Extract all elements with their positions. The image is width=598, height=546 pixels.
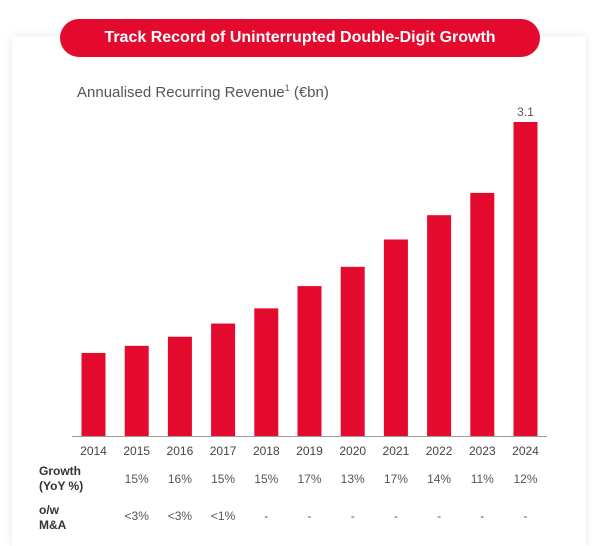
- mna-row-label-line-1: o/w: [39, 503, 59, 517]
- growth-row-label: Growth (YoY %): [39, 464, 83, 494]
- bar-2024: [513, 122, 538, 436]
- growth-value-2019: 17%: [297, 472, 321, 486]
- growth-value-2020: 13%: [341, 472, 365, 486]
- mna-value-2023: -: [480, 509, 484, 523]
- footnote-marker: 1: [284, 83, 290, 93]
- mna-value-2019: -: [308, 509, 312, 523]
- x-tick-label-2021: 2021: [383, 444, 410, 458]
- bar-2020: [340, 266, 365, 436]
- growth-row-label-line-1: Growth: [39, 464, 81, 478]
- subtitle-text: Annualised Recurring Revenue: [77, 84, 285, 101]
- data-label-2024: 3.1: [517, 105, 534, 119]
- growth-value-2021: 17%: [384, 472, 408, 486]
- growth-value-2016: 16%: [168, 472, 192, 486]
- bar-2023: [470, 192, 495, 436]
- bar-2016: [167, 336, 192, 436]
- banner-title: Track Record of Uninterrupted Double-Dig…: [60, 19, 540, 57]
- x-tick-label-2014: 2014: [80, 444, 107, 458]
- growth-row-label-line-2: (YoY %): [39, 479, 84, 493]
- bar-2019: [297, 286, 322, 436]
- bar-2018: [254, 308, 279, 436]
- x-tick-label-2022: 2022: [426, 444, 453, 458]
- mna-value-2017: <1%: [211, 509, 236, 523]
- growth-value-2018: 15%: [254, 472, 278, 486]
- mna-value-2018: -: [264, 509, 268, 523]
- mna-value-2015: <3%: [125, 509, 150, 523]
- mna-row-label-line-2: M&A: [39, 518, 67, 532]
- chart-subtitle: Annualised Recurring Revenue1 (€bn): [77, 83, 329, 101]
- subtitle-unit: (€bn): [289, 84, 329, 101]
- x-tick-label-2023: 2023: [469, 444, 496, 458]
- growth-value-2024: 12%: [513, 472, 537, 486]
- x-tick-label-2024: 2024: [512, 444, 539, 458]
- growth-value-2023: 11%: [471, 472, 494, 486]
- x-tick-label-2016: 2016: [167, 444, 194, 458]
- growth-value-2015: 15%: [125, 472, 149, 486]
- x-tick-label-2020: 2020: [339, 444, 366, 458]
- x-tick-label-2015: 2015: [123, 444, 150, 458]
- mna-value-2020: -: [351, 509, 355, 523]
- mna-value-2016: <3%: [168, 509, 193, 523]
- bar-2017: [211, 323, 236, 436]
- mna-value-2024: -: [524, 509, 528, 523]
- bar-2014: [81, 352, 106, 436]
- mna-value-2022: -: [437, 509, 441, 523]
- x-tick-label-2019: 2019: [296, 444, 323, 458]
- mna-value-2021: -: [394, 509, 398, 523]
- bar-2022: [427, 215, 452, 436]
- bar-2015: [124, 345, 149, 436]
- mna-row-label: o/w M&A: [39, 503, 66, 533]
- growth-value-2022: 14%: [427, 472, 451, 486]
- x-tick-label-2018: 2018: [253, 444, 280, 458]
- growth-value-2017: 15%: [211, 472, 235, 486]
- bar-2021: [383, 239, 408, 436]
- x-tick-label-2017: 2017: [210, 444, 237, 458]
